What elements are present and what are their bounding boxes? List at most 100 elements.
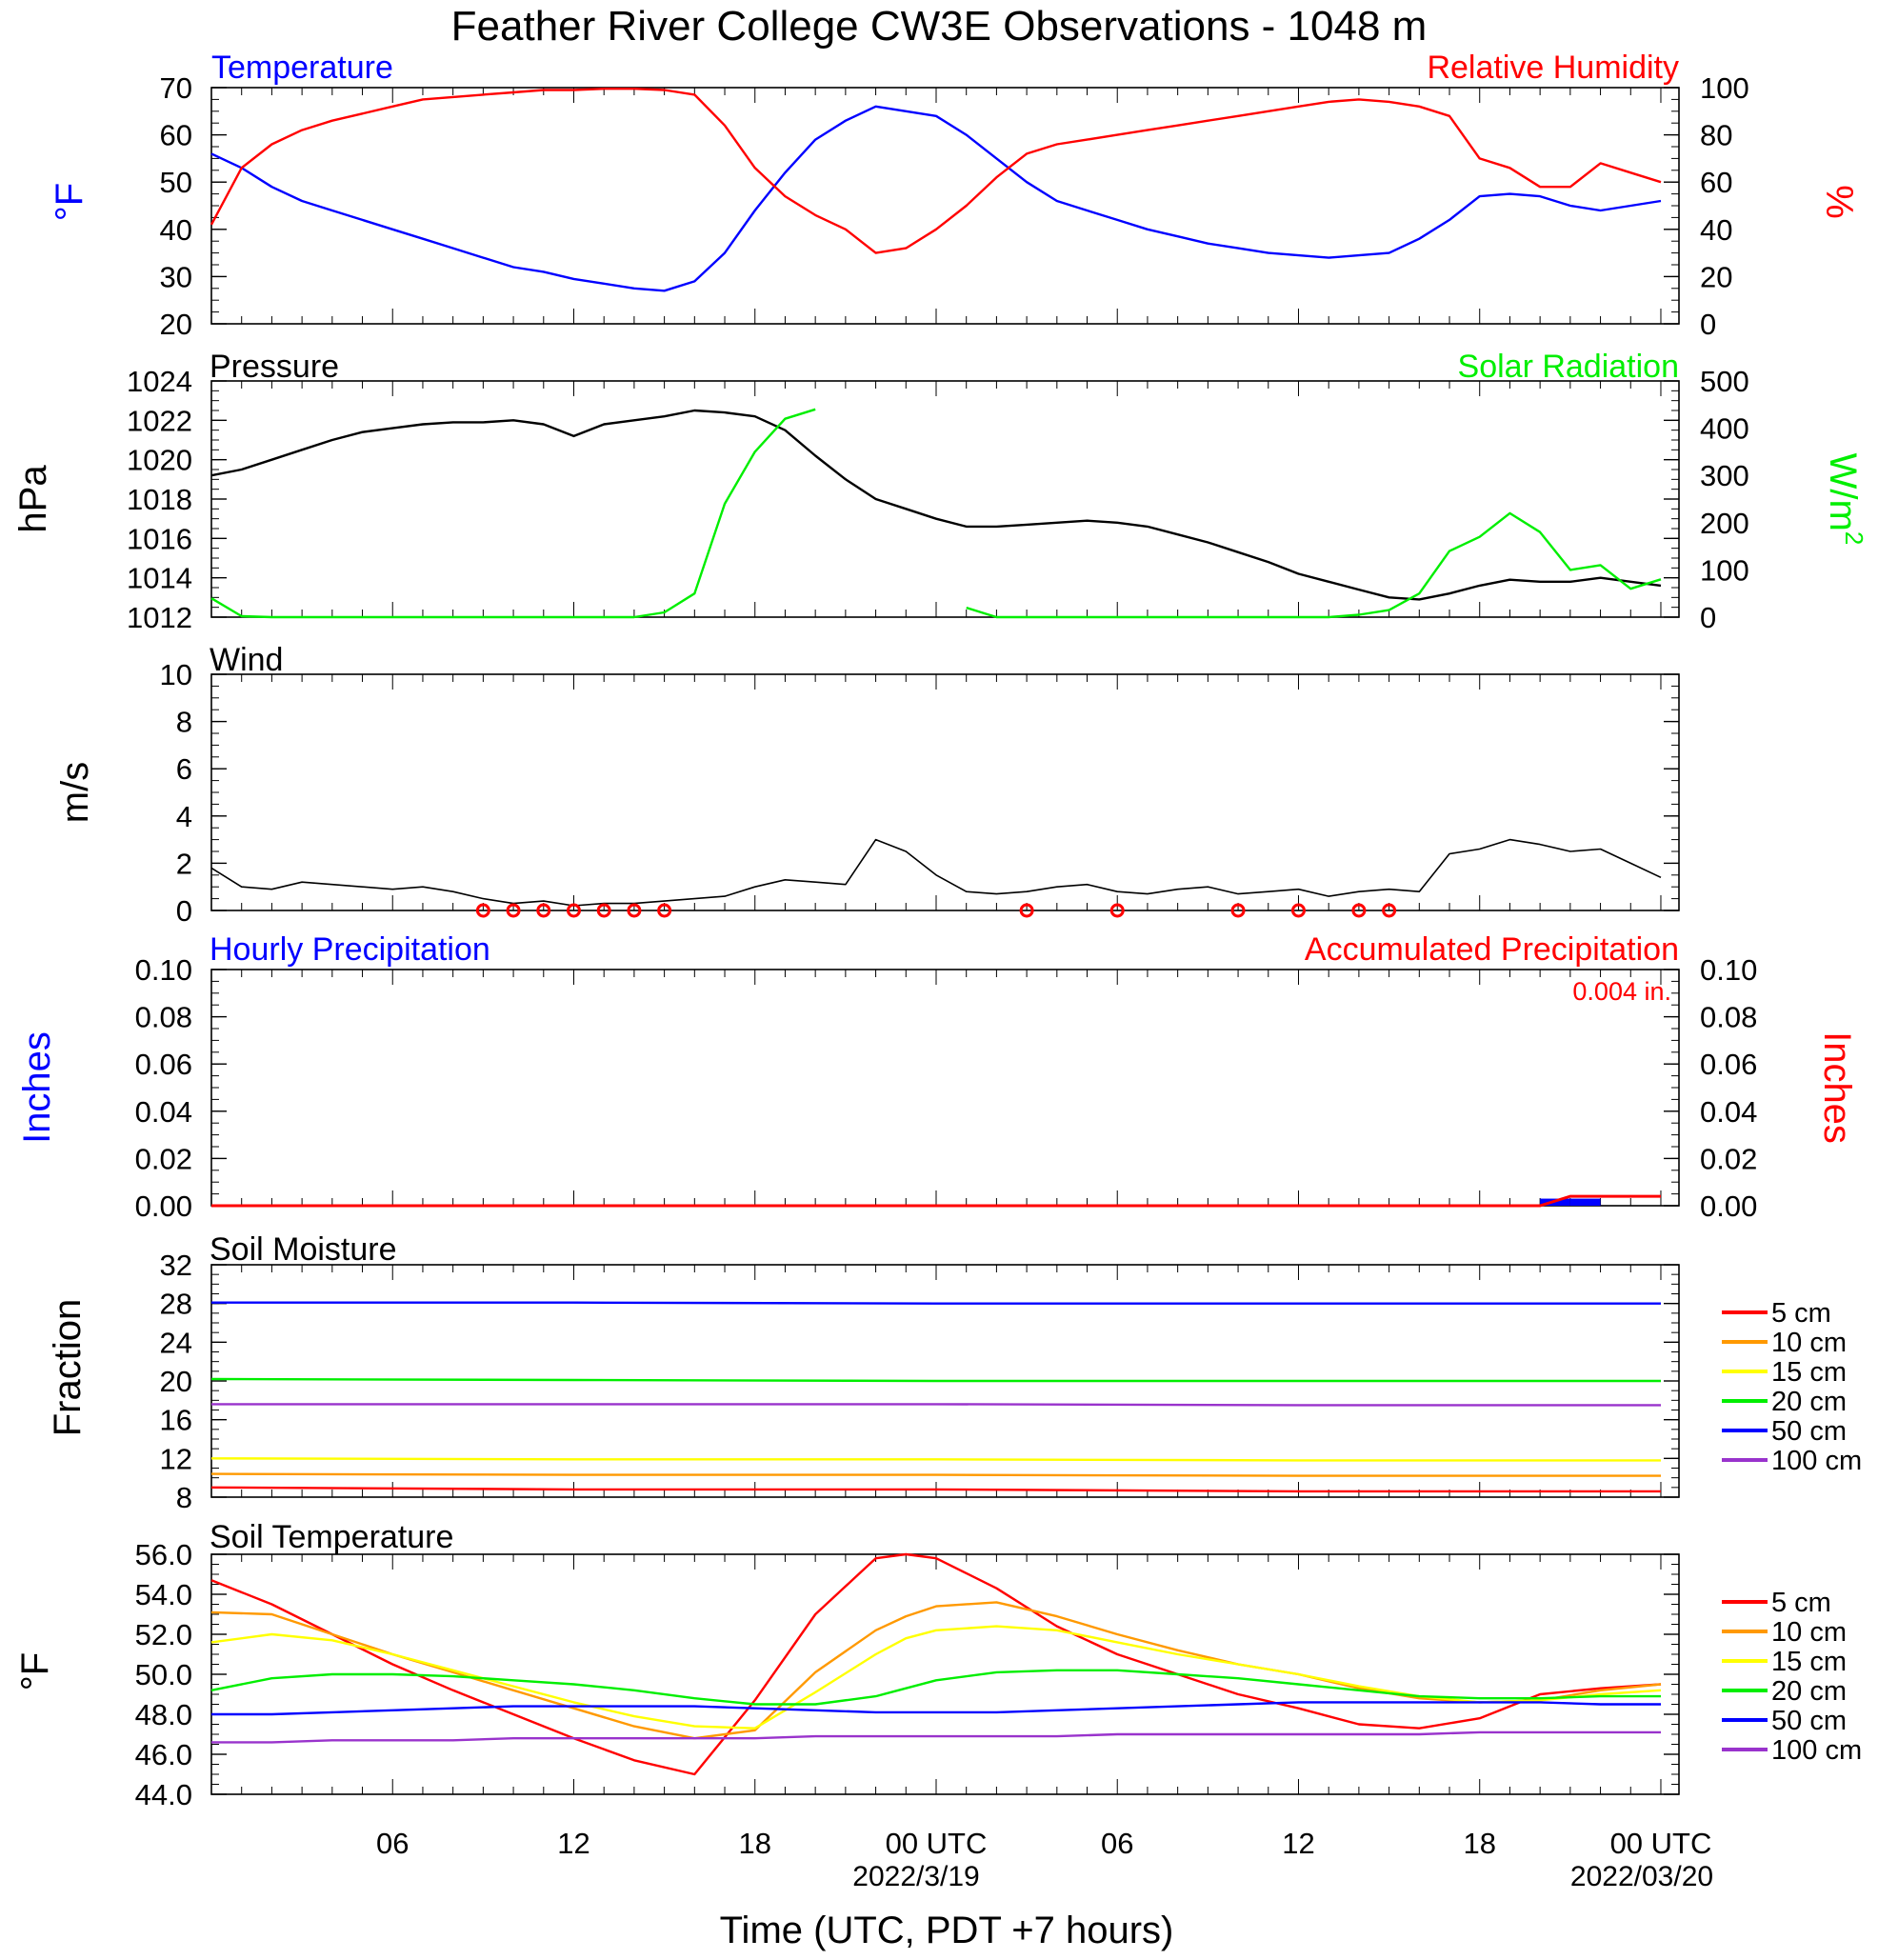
y-right-tick-label: 500 [1700, 365, 1749, 398]
calm-wind-marker [596, 903, 611, 918]
precip-left-axis-label: Inches [16, 1031, 58, 1144]
plot-layer: 2030405060700204060801001012101410161018… [127, 71, 1862, 1860]
hourly-precip-bar [1569, 1198, 1601, 1206]
y-right-tick-label: 100 [1700, 553, 1749, 587]
y-tick-label: 46.0 [135, 1738, 192, 1771]
soil-moisture-title: Soil Moisture [210, 1231, 397, 1268]
x-tick-label: 12 [557, 1827, 589, 1860]
y-right-tick-label: 0.00 [1700, 1190, 1757, 1223]
series-line-20-cm [210, 1377, 1661, 1383]
panel-soil-temperature: Soil Temperature °F [14, 1519, 453, 1690]
legend-label: 100 cm [1771, 1446, 1862, 1476]
soil-moisture-axis-label: Fraction [47, 1299, 89, 1437]
temperature-title: Temperature [211, 50, 393, 86]
y-tick-label: 24 [160, 1326, 192, 1359]
soil-temperature-axis-label: °F [14, 1652, 56, 1690]
panel-temp-rh: Temperature Relative Humidity °F % [49, 50, 1860, 221]
series-line-100-cm [211, 1403, 1661, 1407]
calm-wind-marker [506, 903, 521, 918]
calm-wind-marker [1109, 903, 1125, 918]
y-tick-label: 1016 [127, 522, 192, 555]
x-axis-title: Time (UTC, PDT +7 hours) [720, 1910, 1174, 1951]
legend-label: 20 cm [1771, 1387, 1847, 1417]
legend-label: 100 cm [1771, 1735, 1862, 1766]
plot-frame [210, 1553, 1680, 1795]
series-line-5-cm [210, 1552, 1662, 1776]
y-tick-label: 20 [160, 1365, 192, 1398]
panel-pressure-solar: Pressure Solar Radiation hPa W/m2 [12, 349, 1868, 545]
pressure-title: Pressure [210, 349, 339, 385]
y-tick-label: 40 [160, 213, 192, 247]
y-right-tick-label: 20 [1700, 260, 1732, 293]
series-line-100-cm [211, 1730, 1661, 1744]
y-tick-label: 44.0 [135, 1778, 192, 1811]
date-label-1: 2022/3/19 [852, 1861, 979, 1892]
y-tick-label: 0.08 [135, 1001, 192, 1034]
x-tick-label: 12 [1282, 1827, 1314, 1860]
x-tick-label: 00 UTC [886, 1827, 988, 1860]
legend-label: 10 cm [1771, 1328, 1847, 1358]
y-tick-label: 1018 [127, 483, 192, 516]
y-tick-label: 12 [160, 1442, 192, 1475]
legend-label: 10 cm [1771, 1617, 1847, 1648]
y-tick-label: 30 [160, 260, 192, 293]
y-tick-label: 0.00 [135, 1190, 192, 1223]
y-tick-label: 50 [160, 166, 192, 199]
panel-plot-wind [210, 673, 1680, 918]
y-tick-label: 0.06 [135, 1048, 192, 1081]
calm-wind-marker [1290, 903, 1306, 918]
solar-title: Solar Radiation [1458, 349, 1679, 385]
figure-title: Feather River College CW3E Observations … [451, 3, 1428, 50]
calm-wind-marker [475, 903, 490, 918]
calm-wind-marker [1019, 903, 1034, 918]
y-tick-label: 10 [160, 658, 192, 691]
y-tick-label: 1012 [127, 601, 192, 634]
x-tick-label: 06 [376, 1827, 409, 1860]
series-line-solar-radiation [210, 408, 816, 619]
y-right-tick-label: 300 [1700, 459, 1749, 492]
calm-wind-marker [627, 903, 642, 918]
y-tick-label: 2 [176, 847, 192, 880]
y-tick-label: 56.0 [135, 1538, 192, 1571]
panel-plot-soil_moisture [210, 1264, 1768, 1498]
series-line-50-cm [211, 1301, 1661, 1305]
y-right-tick-label: 0.04 [1700, 1095, 1757, 1129]
accumulated-precip-line [211, 1194, 1661, 1208]
y-tick-label: 48.0 [135, 1698, 192, 1731]
y-tick-label: 8 [176, 1481, 192, 1514]
series-line-pressure [210, 409, 1662, 601]
y-right-tick-label: 200 [1700, 507, 1749, 540]
panel-soil-moisture: Soil Moisture Fraction [47, 1231, 397, 1436]
y-right-tick-label: 0.08 [1700, 1001, 1757, 1034]
y-tick-label: 32 [160, 1249, 192, 1282]
solar-axis-unit: W/m [1822, 453, 1864, 531]
y-right-tick-label: 60 [1700, 166, 1732, 199]
y-right-tick-label: 0 [1700, 308, 1716, 341]
series-line-10-cm [210, 1601, 1662, 1740]
y-right-tick-label: 80 [1700, 119, 1732, 152]
plot-frame [210, 969, 1680, 1207]
series-line-relative-humidity [210, 88, 1662, 254]
y-tick-label: 0.04 [135, 1095, 192, 1129]
precip-right-axis-label: Inches [1816, 1031, 1858, 1144]
legend-label: 15 cm [1771, 1647, 1847, 1677]
series-line-temperature [210, 105, 1662, 292]
plot-frame [210, 87, 1680, 325]
panel-precip: Hourly Precipitation Accumulated Precipi… [16, 931, 1858, 1144]
wind-axis-label: m/s [54, 762, 96, 823]
x-tick-label: 18 [738, 1827, 770, 1860]
temperature-axis-label: °F [49, 183, 90, 221]
accumulated-precip-total: 0.004 in. [1572, 977, 1671, 1006]
series-line-solar-radiation [966, 511, 1662, 619]
y-tick-label: 8 [176, 706, 192, 739]
y-tick-label: 28 [160, 1288, 192, 1321]
calm-wind-marker [1382, 903, 1397, 918]
calm-wind-marker [657, 903, 672, 918]
y-right-tick-label: 0.06 [1700, 1048, 1757, 1081]
y-right-tick-label: 0.02 [1700, 1142, 1757, 1175]
date-label-2: 2022/03/20 [1570, 1861, 1713, 1892]
solar-axis-exponent: 2 [1840, 531, 1868, 545]
legend-label: 15 cm [1771, 1357, 1847, 1388]
wind-title: Wind [210, 642, 283, 678]
plot-frame [210, 380, 1680, 618]
